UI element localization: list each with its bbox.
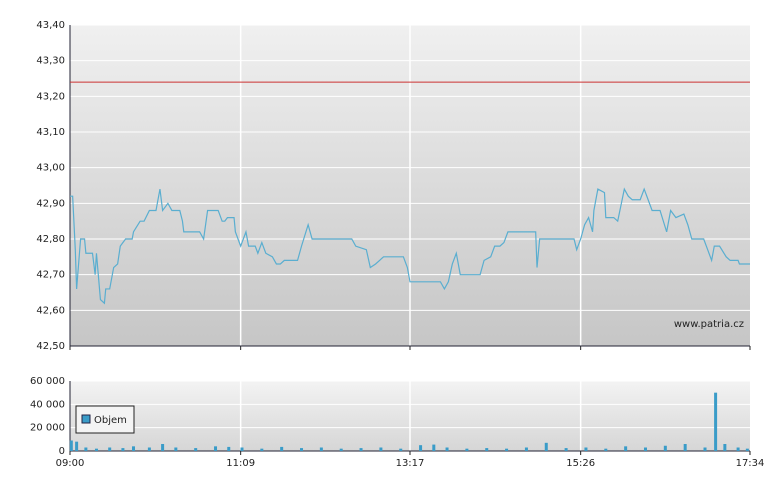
volume-bar	[194, 448, 198, 451]
volume-bar	[745, 448, 749, 451]
volume-bar	[584, 447, 588, 451]
volume-bar	[300, 448, 304, 451]
y-tick-label: 42,70	[36, 270, 65, 281]
x-tick-label: 15:26	[566, 458, 595, 469]
volume-bar	[714, 392, 718, 451]
y-tick-label: 43,00	[36, 163, 65, 174]
y-tick-label: 43,40	[36, 20, 65, 31]
y-tick-label: 43,10	[36, 127, 65, 138]
volume-bar	[108, 447, 112, 451]
volume-bar	[161, 444, 165, 451]
volume-bar	[524, 447, 528, 451]
y-tick-label: 0	[59, 446, 65, 457]
volume-bar	[94, 448, 98, 451]
volume-bar	[319, 447, 323, 451]
volume-bar	[624, 446, 628, 451]
volume-bar	[379, 447, 383, 451]
volume-bar	[132, 446, 136, 451]
y-tick-label: 43,30	[36, 56, 65, 67]
y-tick-label: 42,80	[36, 234, 65, 245]
volume-bar	[736, 447, 740, 451]
volume-bar	[399, 448, 403, 451]
volume-bar	[147, 447, 151, 451]
volume-bar	[604, 448, 608, 451]
legend-swatch	[81, 414, 91, 424]
y-tick-label: 42,50	[36, 341, 65, 352]
volume-bar	[485, 448, 489, 451]
volume-bar	[84, 447, 88, 451]
y-tick-label: 60 000	[30, 376, 65, 387]
y-tick-label: 42,60	[36, 305, 65, 316]
x-tick-label: 09:00	[56, 458, 85, 469]
watermark: www.patria.cz	[674, 319, 744, 330]
volume-bar	[69, 440, 73, 451]
x-tick-label: 17:34	[736, 458, 765, 469]
volume-bar	[419, 445, 423, 451]
volume-bar	[359, 448, 363, 451]
x-tick-label: 11:09	[226, 458, 255, 469]
volume-bar	[121, 448, 125, 451]
volume-bar	[240, 447, 244, 451]
volume-bar	[75, 441, 79, 451]
volume-bar	[703, 447, 707, 451]
x-tick-label: 13:17	[396, 458, 425, 469]
volume-bar	[505, 448, 509, 451]
volume-bar	[564, 448, 568, 451]
volume-bar	[445, 447, 449, 451]
price-line	[70, 187, 750, 305]
legend-box	[75, 405, 135, 434]
y-tick-label: 20 000	[30, 423, 65, 434]
volume-bar	[214, 446, 218, 451]
y-tick-label: 40 000	[30, 399, 65, 410]
volume-bar	[227, 446, 231, 451]
volume-bar	[280, 446, 284, 451]
y-tick-label: 43,20	[36, 91, 65, 102]
volume-bar	[339, 448, 343, 451]
volume-bar	[465, 448, 469, 451]
volume-bar	[174, 447, 178, 451]
y-tick-label: 42,90	[36, 198, 65, 209]
volume-bar	[683, 444, 687, 451]
volume-bar	[544, 442, 548, 451]
volume-bar	[260, 448, 264, 451]
legend-label: Objem	[94, 415, 127, 426]
volume-bar	[723, 444, 727, 451]
volume-bar	[663, 445, 667, 451]
volume-bar	[643, 447, 647, 451]
volume-bar	[432, 444, 436, 451]
